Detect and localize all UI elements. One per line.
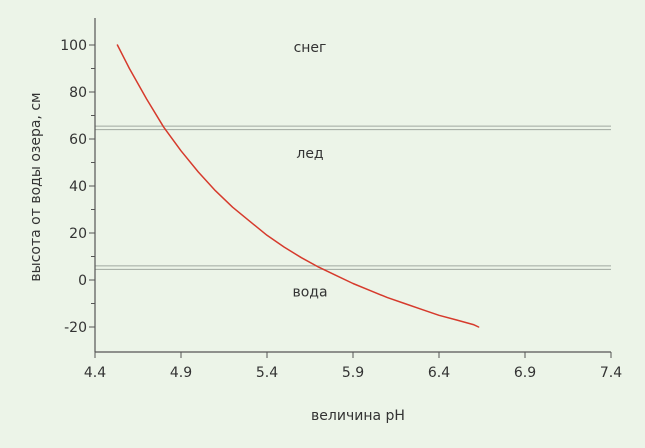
y-tick-label: 80 <box>69 85 87 101</box>
y-tick-label: 20 <box>69 226 87 242</box>
x-tick-label: 5.4 <box>256 365 278 381</box>
x-tick-label: 4.4 <box>84 365 106 381</box>
y-axis-title: высота от воды озера, см <box>28 92 44 281</box>
x-ticks: 4.4 4.9 5.4 5.9 6.4 6.9 7.4 <box>84 352 622 381</box>
zone-label: лед <box>296 146 323 162</box>
reference-lines <box>95 125 611 270</box>
axes <box>94 18 611 353</box>
zone-labels: снег лед вода <box>292 40 327 300</box>
series <box>116 44 480 328</box>
x-axis-title: величина pH <box>311 408 405 424</box>
y-tick-label: 60 <box>69 132 87 148</box>
y-tick-label: 40 <box>69 179 87 195</box>
y-tick-label: 100 <box>60 38 87 54</box>
zone-label: снег <box>294 40 327 56</box>
x-tick-label: 5.9 <box>342 365 364 381</box>
x-tick-label: 6.4 <box>428 365 450 381</box>
x-tick-label: 6.9 <box>514 365 536 381</box>
y-ticks: -20 0 20 40 60 80 100 <box>60 38 95 336</box>
y-tick-label: -20 <box>64 320 87 336</box>
zone-label: вода <box>292 284 327 300</box>
y-tick-label: 0 <box>78 273 87 289</box>
series-line-0 <box>116 44 480 328</box>
x-tick-label: 7.4 <box>600 365 622 381</box>
x-tick-label: 4.9 <box>170 365 192 381</box>
